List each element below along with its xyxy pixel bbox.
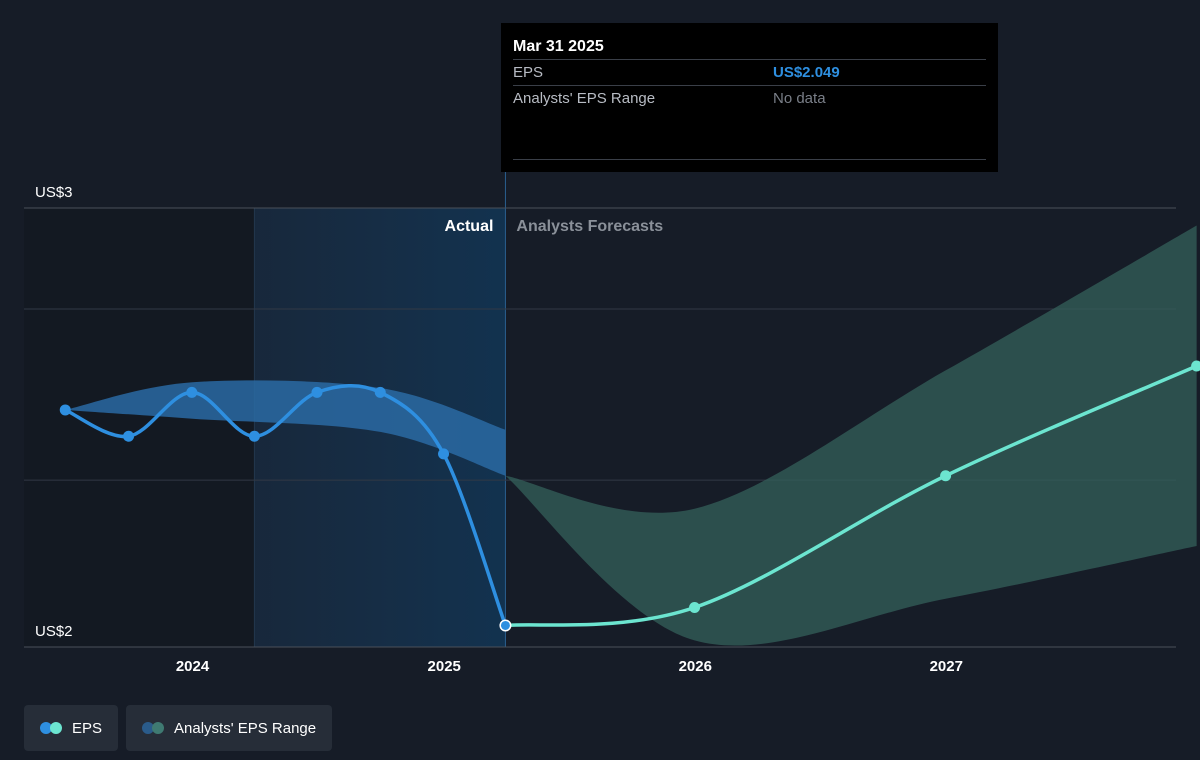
legend: EPS Analysts' EPS Range	[24, 705, 333, 751]
eps-point	[123, 430, 135, 442]
tooltip: Mar 31 2025 EPS US$2.049 Analysts' EPS R…	[501, 23, 998, 172]
legend-eps[interactable]: EPS	[24, 705, 119, 751]
eps-point	[940, 470, 952, 482]
eps-point	[438, 448, 450, 460]
eps-point	[500, 620, 510, 630]
x-tick-label: 2025	[428, 658, 461, 675]
forecast-label: Analysts Forecasts	[516, 218, 663, 235]
eps-line-forecast	[503, 364, 1199, 628]
tooltip-eps-label: EPS	[513, 64, 544, 81]
tooltip-row-range: Analysts' EPS Range No data	[513, 85, 986, 111]
tooltip-eps-value: US$2.049	[773, 64, 840, 81]
x-tick-label: 2024	[176, 658, 210, 675]
eps-legend-icon	[40, 722, 62, 734]
tooltip-range-value: No data	[773, 90, 826, 107]
x-tick-label: 2026	[679, 658, 712, 675]
actual-label: Actual	[445, 218, 494, 235]
legend-eps-range-label: Analysts' EPS Range	[174, 719, 317, 737]
eps-point	[59, 404, 71, 416]
eps-points	[59, 360, 1200, 632]
tooltip-row-eps: EPS US$2.049	[513, 59, 986, 85]
y-tick-label: US$3	[35, 184, 73, 201]
eps-point	[689, 601, 701, 613]
eps-point	[248, 430, 260, 442]
chart-labels: US$3 US$2 2024 2025 2026 2027 Actual Analysts F…	[35, 184, 963, 675]
eps-range-bands	[65, 225, 1197, 646]
tooltip-date: Mar 31 2025	[513, 38, 604, 55]
x-tick-label: 2027	[930, 658, 963, 675]
eps-point	[186, 386, 198, 398]
range-band-actual	[65, 380, 506, 476]
legend-eps-label: EPS	[72, 719, 103, 737]
tooltip-range-label: Analysts' EPS Range	[513, 90, 656, 107]
eps-range-legend-icon	[142, 722, 165, 734]
eps-lines	[63, 364, 1199, 628]
y-tick-label: US$2	[35, 623, 73, 640]
range-band-forecast	[505, 225, 1197, 646]
eps-line-actual	[63, 384, 508, 628]
eps-point	[311, 386, 323, 398]
legend-eps-range[interactable]: Analysts' EPS Range	[126, 705, 333, 751]
tooltip-divider	[513, 159, 986, 160]
eps-point	[374, 386, 386, 398]
eps-point	[1191, 360, 1200, 372]
